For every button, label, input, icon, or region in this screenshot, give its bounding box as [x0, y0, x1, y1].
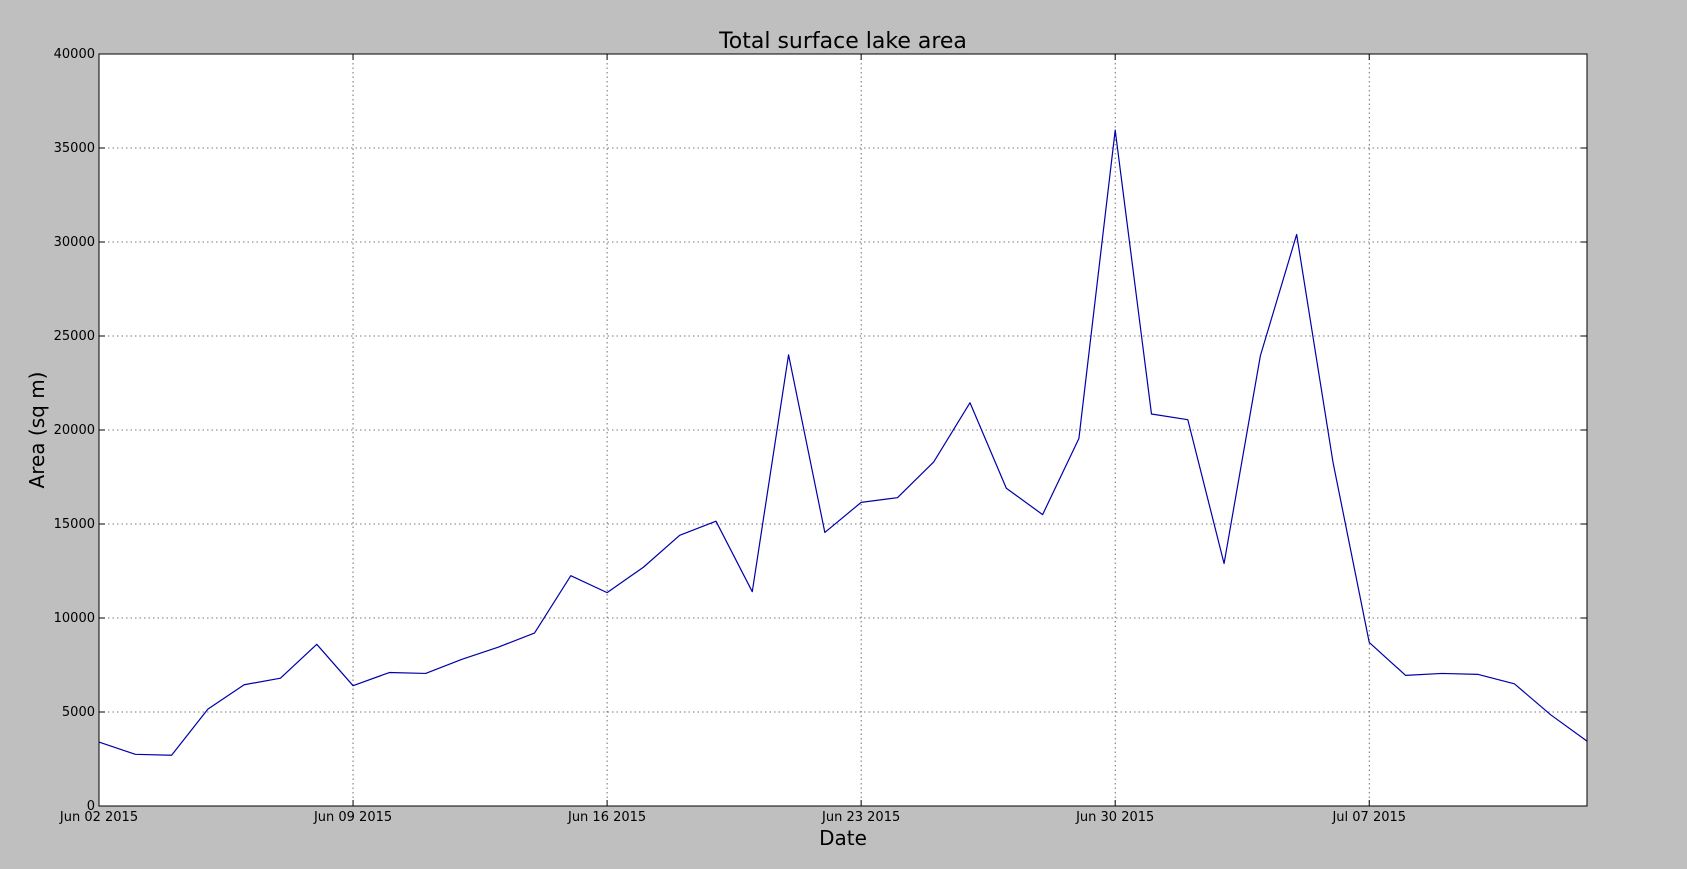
- x-tick-label: Jun 09 2015: [313, 810, 392, 825]
- x-tick-label: Jul 07 2015: [1331, 810, 1406, 825]
- y-tick-label: 15000: [54, 517, 95, 532]
- x-tick-label: Jun 02 2015: [59, 810, 138, 825]
- y-tick-label: 10000: [54, 611, 95, 626]
- x-axis-tick-labels: Jun 02 2015 Jun 09 2015 Jun 16 2015 Jun 23 …: [59, 810, 1406, 825]
- grid-lines: [99, 54, 1587, 806]
- y-tick-label: 30000: [54, 235, 95, 250]
- x-tick-label: Jun 23 2015: [821, 810, 900, 825]
- x-axis-label: Date: [819, 826, 867, 850]
- y-tick-label: 0: [87, 799, 95, 814]
- plot-frame: [98, 53, 1588, 807]
- y-tick-label: 35000: [54, 141, 95, 156]
- x-tick-label: Jun 30 2015: [1075, 810, 1154, 825]
- y-tick-label: 40000: [54, 47, 95, 62]
- y-tick-label: 25000: [54, 329, 95, 344]
- y-axis-tick-labels: 0 5000 10000 15000 20000 25000 30000 35000 40000: [54, 47, 95, 814]
- x-tick-label: Jun 16 2015: [567, 810, 646, 825]
- y-tick-label: 20000: [54, 423, 95, 438]
- series-line: [98, 129, 1588, 756]
- y-tick-label: 5000: [62, 705, 95, 720]
- y-axis-label: Area (sq m): [25, 372, 49, 489]
- chart-title: Total surface lake area: [718, 29, 967, 54]
